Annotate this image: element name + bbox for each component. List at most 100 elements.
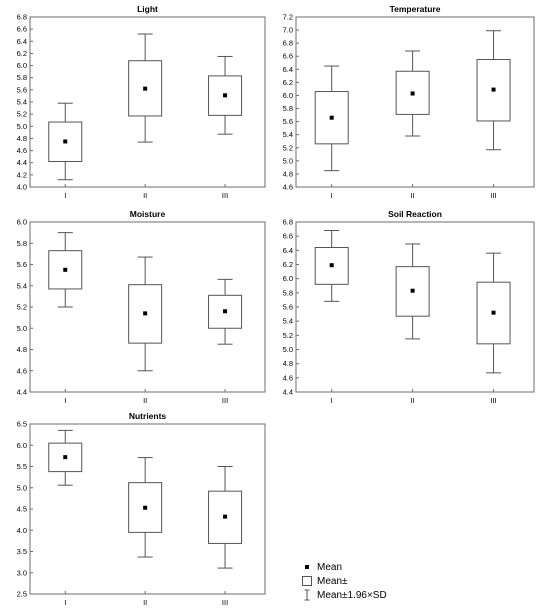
y-tick-label: 4.4 [17,388,27,397]
chart-title-moisture: Moisture [130,209,166,219]
legend-label-whisker: Mean±1.96×SD [317,589,387,601]
y-tick-label: 5.4 [283,317,293,326]
box-nutrients-I [48,442,83,473]
x-tick-label: I [64,191,66,200]
y-tick-label: 4.2 [17,170,27,179]
y-tick-label: 5.0 [283,345,293,354]
y-tick-label: 4.0 [17,526,27,535]
y-tick-label: 5.4 [17,281,27,290]
y-tick-label: 5.8 [17,73,27,82]
y-tick-label: 4.8 [283,169,293,178]
y-tick-label: 6.2 [17,49,27,58]
chart-title-soil-reaction: Soil Reaction [388,209,442,219]
y-tick-label: 5.2 [17,303,27,312]
y-tick-label: 5.2 [17,110,27,119]
x-tick-label: III [222,396,228,405]
y-tick-label: 6.8 [283,218,293,227]
chart-title-nutrients: Nutrients [129,411,167,421]
mean-marker-icon [300,563,314,571]
y-tick-label: 5.8 [283,104,293,113]
y-tick-label: 6.2 [283,78,293,87]
y-tick-label: 7.2 [283,13,293,22]
mean-point [491,87,496,92]
y-tick-label: 5.8 [17,239,27,248]
y-tick-label: 5.8 [283,288,293,297]
chart-title-light: Light [137,4,158,14]
y-tick-label: 5.0 [283,156,293,165]
y-tick-label: 3.0 [17,568,27,577]
x-tick-label: II [143,191,147,200]
mean-point [223,93,228,98]
mean-point [329,115,334,120]
mean-point [329,263,334,268]
y-tick-label: 4.4 [283,388,293,397]
whisker-symbol-icon [300,589,314,601]
y-tick-label: 6.6 [283,232,293,241]
x-tick-label: I [64,396,66,405]
y-tick-label: 5.6 [17,260,27,269]
y-tick-label: 4.8 [283,359,293,368]
y-tick-label: 5.6 [283,303,293,312]
legend-item-whisker: Mean±1.96×SD [300,588,387,602]
legend-item-box: Mean± [300,574,387,588]
legend: Mean Mean± Mean±1.96×SD [300,560,387,602]
mean-point [410,288,415,293]
y-tick-label: 6.4 [283,65,293,74]
y-tick-label: 6.4 [283,246,293,255]
x-tick-label: II [143,396,147,405]
mean-point [63,267,68,272]
y-tick-label: 4.8 [17,134,27,143]
y-tick-label: 5.0 [17,324,27,333]
chart-title-temperature: Temperature [390,4,441,14]
x-tick-label: III [490,191,496,200]
legend-label-mean: Mean [317,561,343,573]
mean-point [63,139,68,144]
x-tick-label: III [490,396,496,405]
y-tick-label: 5.0 [17,483,27,492]
y-tick-label: 6.0 [283,274,293,283]
y-tick-label: 4.6 [283,373,293,382]
y-tick-label: 6.2 [283,260,293,269]
y-tick-label: 5.2 [283,143,293,152]
box-symbol-icon [300,575,314,587]
x-tick-label: I [64,598,66,607]
y-tick-label: 5.0 [17,122,27,131]
y-tick-label: 4.8 [17,345,27,354]
y-tick-label: 5.6 [17,85,27,94]
y-tick-label: 4.0 [17,183,27,192]
legend-item-mean: Mean [300,560,387,574]
mean-point [143,86,148,91]
y-tick-label: 6.8 [17,13,27,22]
y-tick-label: 6.0 [17,441,27,450]
mean-point [491,310,496,315]
y-tick-label: 5.2 [283,331,293,340]
y-tick-label: 5.6 [283,117,293,126]
y-tick-label: 7.0 [283,26,293,35]
y-tick-label: 6.0 [17,218,27,227]
y-tick-label: 6.0 [17,61,27,70]
y-tick-label: 6.4 [17,37,27,46]
y-tick-label: 4.4 [17,158,27,167]
mean-point [410,91,415,96]
x-tick-label: II [143,598,147,607]
x-tick-label: I [331,396,333,405]
x-tick-label: II [411,191,415,200]
y-tick-label: 3.5 [17,547,27,556]
y-tick-label: 6.6 [283,52,293,61]
mean-point [143,505,148,510]
y-tick-label: 2.5 [17,590,27,599]
mean-point [143,311,148,316]
y-tick-label: 6.6 [17,25,27,34]
mean-point [63,455,68,460]
x-tick-label: II [411,396,415,405]
y-tick-label: 5.4 [17,98,27,107]
y-tick-label: 6.8 [283,39,293,48]
plot-frame-temperature [295,16,535,188]
y-tick-label: 6.0 [283,91,293,100]
y-tick-label: 4.6 [17,366,27,375]
y-tick-label: 6.5 [17,420,27,429]
legend-label-box: Mean± [317,575,348,587]
mean-point [223,309,228,314]
y-tick-label: 4.5 [17,505,27,514]
